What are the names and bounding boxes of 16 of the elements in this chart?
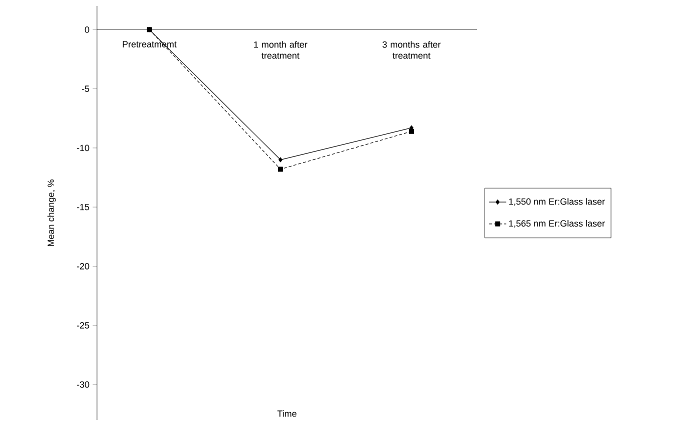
point — [408, 128, 414, 134]
y-tick-label: -15 — [76, 204, 90, 210]
legend-label: 1,550 nm Er:Glass laser — [509, 198, 605, 206]
y-tick-label: -10 — [76, 144, 90, 152]
x-tick-label: 1 month after treatment — [254, 41, 308, 59]
y-tick-label: -5 — [82, 86, 90, 92]
y-tick-label: -20 — [76, 263, 90, 270]
x-tick-label: 3 months after treatment — [382, 41, 441, 59]
y-axis-title: Mean change, % — [47, 180, 56, 246]
point — [278, 157, 282, 162]
y-tick-label: -25 — [76, 322, 90, 329]
y-tick-label: 0 — [84, 26, 90, 33]
y-tick-label: -30 — [76, 381, 90, 388]
x-axis-title: Time — [277, 410, 296, 417]
legend-label: 1,565 nm Er:Glass laser — [509, 220, 605, 228]
point — [278, 166, 283, 172]
